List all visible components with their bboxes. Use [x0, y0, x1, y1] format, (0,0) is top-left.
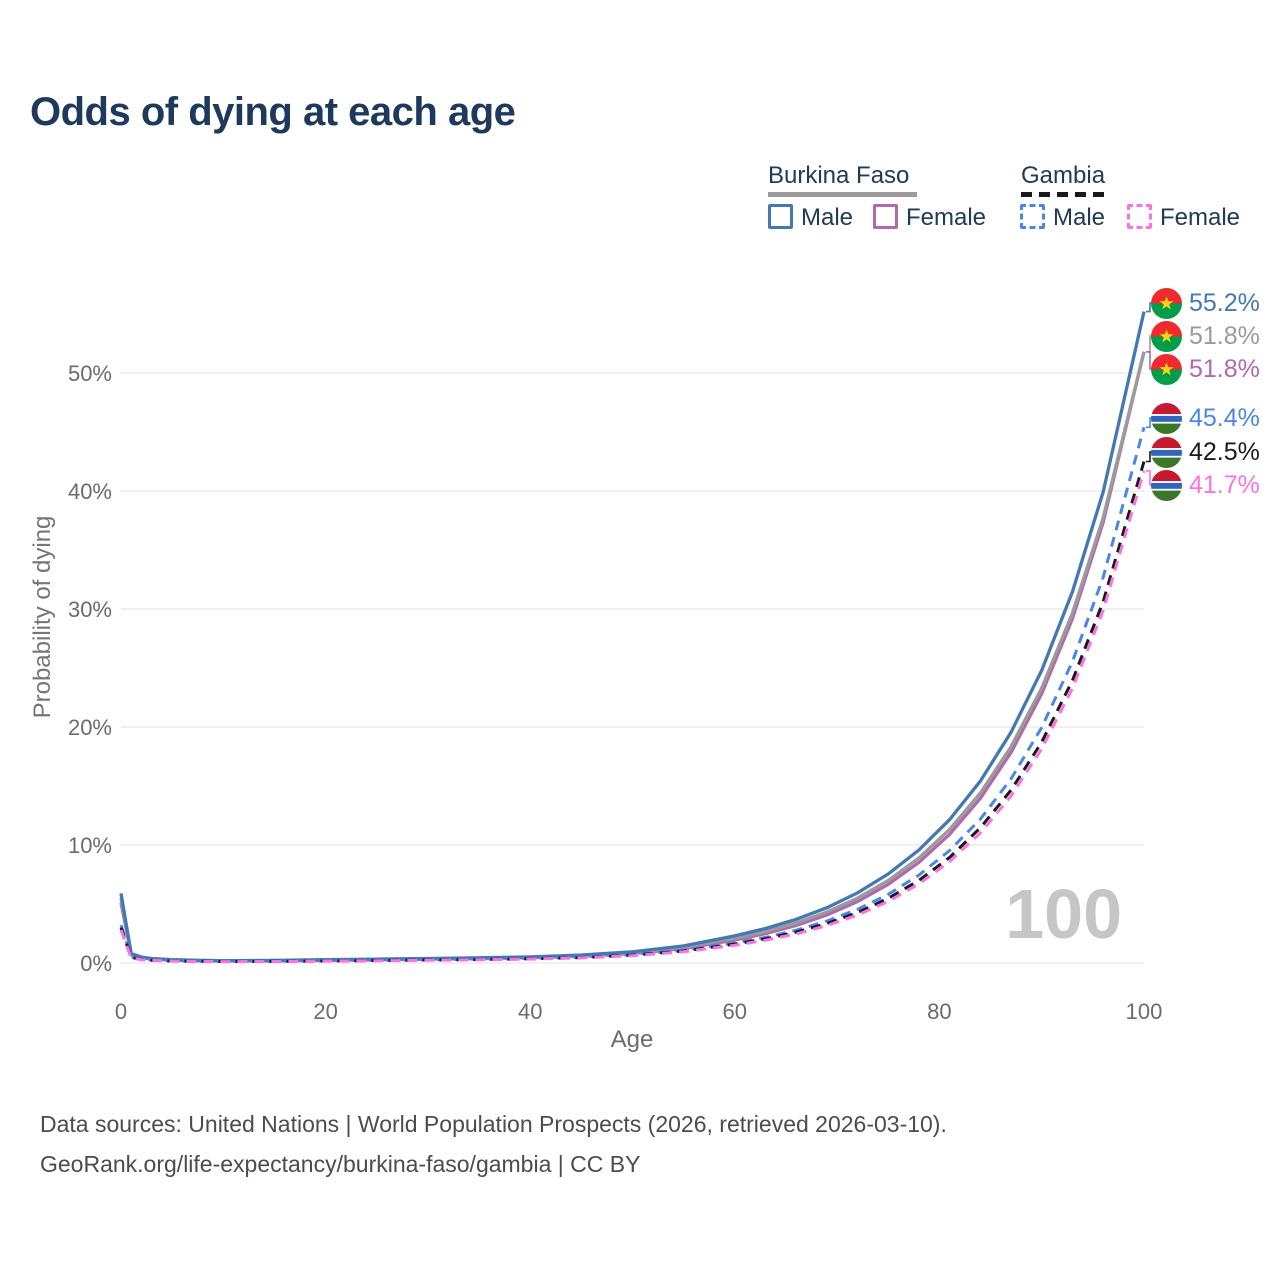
y-axis-title: Probability of dying [29, 515, 56, 719]
end-value: 55.2% [1189, 288, 1260, 317]
value-label-burkina-faso: 51.8% [1151, 320, 1260, 352]
x-tick-label: 80 [927, 999, 951, 1024]
legend-country-gambia: Gambia [1021, 162, 1106, 189]
end-value: 51.8% [1189, 354, 1260, 383]
gambia-flag-icon [1151, 402, 1182, 434]
series-line-burkina-faso-male [119, 311, 1146, 963]
value-label-gambia-male: 45.4% [1151, 402, 1260, 434]
y-tick-label: 10% [68, 833, 112, 858]
age-watermark: 100 [1005, 875, 1122, 953]
burkina-faso-line-swatch [768, 192, 917, 197]
burkina-faso-flag-icon [1151, 353, 1182, 385]
series-line-burkina-faso [119, 351, 1146, 963]
source-line-2: GeoRank.org/life-expectancy/burkina-faso… [40, 1151, 641, 1177]
series-line-gambia-male [119, 426, 1146, 963]
page-title: Odds of dying at each age [30, 90, 516, 134]
legend-swatch-burkina-faso-male[interactable] [768, 204, 793, 229]
legend-item-burkina-faso-female[interactable]: Female [906, 204, 987, 231]
x-tick-label: 100 [1126, 999, 1163, 1024]
y-tick-label: 50% [68, 361, 112, 386]
x-tick-label: 0 [115, 999, 127, 1024]
legend-country-burkina-faso: Burkina Faso [768, 162, 910, 189]
series-line-gambia [119, 461, 1146, 964]
x-axis-title: Age [610, 1026, 654, 1053]
legend-item-gambia-male[interactable]: Male [1053, 204, 1106, 231]
end-value: 42.5% [1189, 437, 1260, 466]
value-label-burkina-faso-male: 55.2% [1151, 287, 1260, 319]
y-tick-label: 0% [80, 951, 112, 976]
end-value: 41.7% [1189, 470, 1260, 499]
source-line-1: Data sources: United Nations | World Pop… [40, 1111, 947, 1137]
x-tick-label: 20 [313, 999, 337, 1024]
series-line-burkina-faso-female [119, 351, 1146, 963]
value-label-gambia-female: 41.7% [1151, 469, 1260, 501]
legend-swatch-burkina-faso-female[interactable] [873, 204, 898, 229]
legend-swatch-gambia-male[interactable] [1020, 204, 1045, 229]
x-tick-label: 60 [723, 999, 747, 1024]
y-tick-label: 30% [68, 597, 112, 622]
value-label-burkina-faso-female: 51.8% [1151, 353, 1260, 385]
gambia-line-swatch [1021, 192, 1109, 197]
source-note: Data sources: United Nations | World Pop… [40, 1104, 947, 1184]
end-value: 45.4% [1189, 403, 1260, 432]
legend-item-gambia-female[interactable]: Female [1160, 204, 1241, 231]
y-tick-label: 20% [68, 715, 112, 740]
burkina-faso-flag-icon [1151, 287, 1182, 319]
gambia-flag-icon [1151, 436, 1182, 468]
legend-item-burkina-faso-male[interactable]: Male [801, 204, 854, 231]
value-label-gambia: 42.5% [1151, 436, 1260, 468]
x-tick-label: 40 [518, 999, 542, 1024]
y-tick-label: 40% [68, 479, 112, 504]
burkina-faso-flag-icon [1151, 320, 1182, 352]
legend-swatch-gambia-female[interactable] [1127, 204, 1152, 229]
gambia-flag-icon [1151, 469, 1182, 501]
end-value: 51.8% [1189, 321, 1260, 350]
